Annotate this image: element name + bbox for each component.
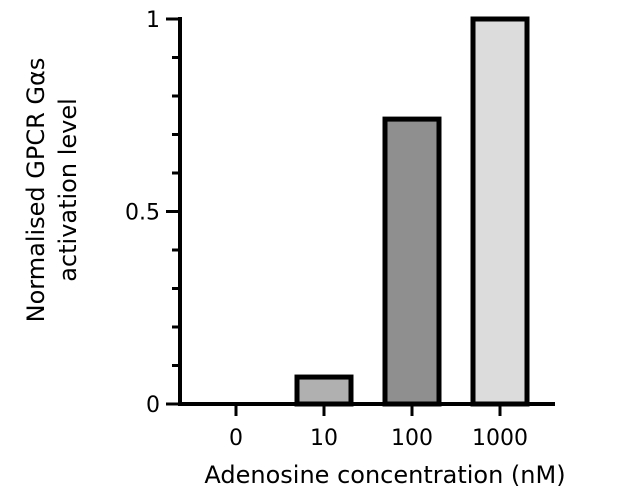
y-ticks-group: 00.51 <box>125 8 180 418</box>
y-tick-label: 0.5 <box>125 201 160 226</box>
bar-10 <box>294 374 354 407</box>
y-tick-label: 0 <box>146 393 160 418</box>
bar-1000 <box>470 16 530 407</box>
bar-100 <box>382 116 442 407</box>
x-axis-title: Adenosine concentration (nM) <box>204 461 565 489</box>
x-tick-label: 10 <box>310 426 338 451</box>
bars-group <box>294 16 530 407</box>
x-tick-label: 100 <box>391 426 433 451</box>
y-axis-title-line1: Normalised GPCR Gαs <box>22 58 50 323</box>
x-ticks-group: 0 10 100 1000 <box>229 404 528 451</box>
x-tick-label: 1000 <box>472 426 528 451</box>
x-tick-label: 0 <box>229 426 243 451</box>
y-tick-label: 1 <box>146 8 160 33</box>
y-axis-title-line2: activation level <box>54 98 82 282</box>
